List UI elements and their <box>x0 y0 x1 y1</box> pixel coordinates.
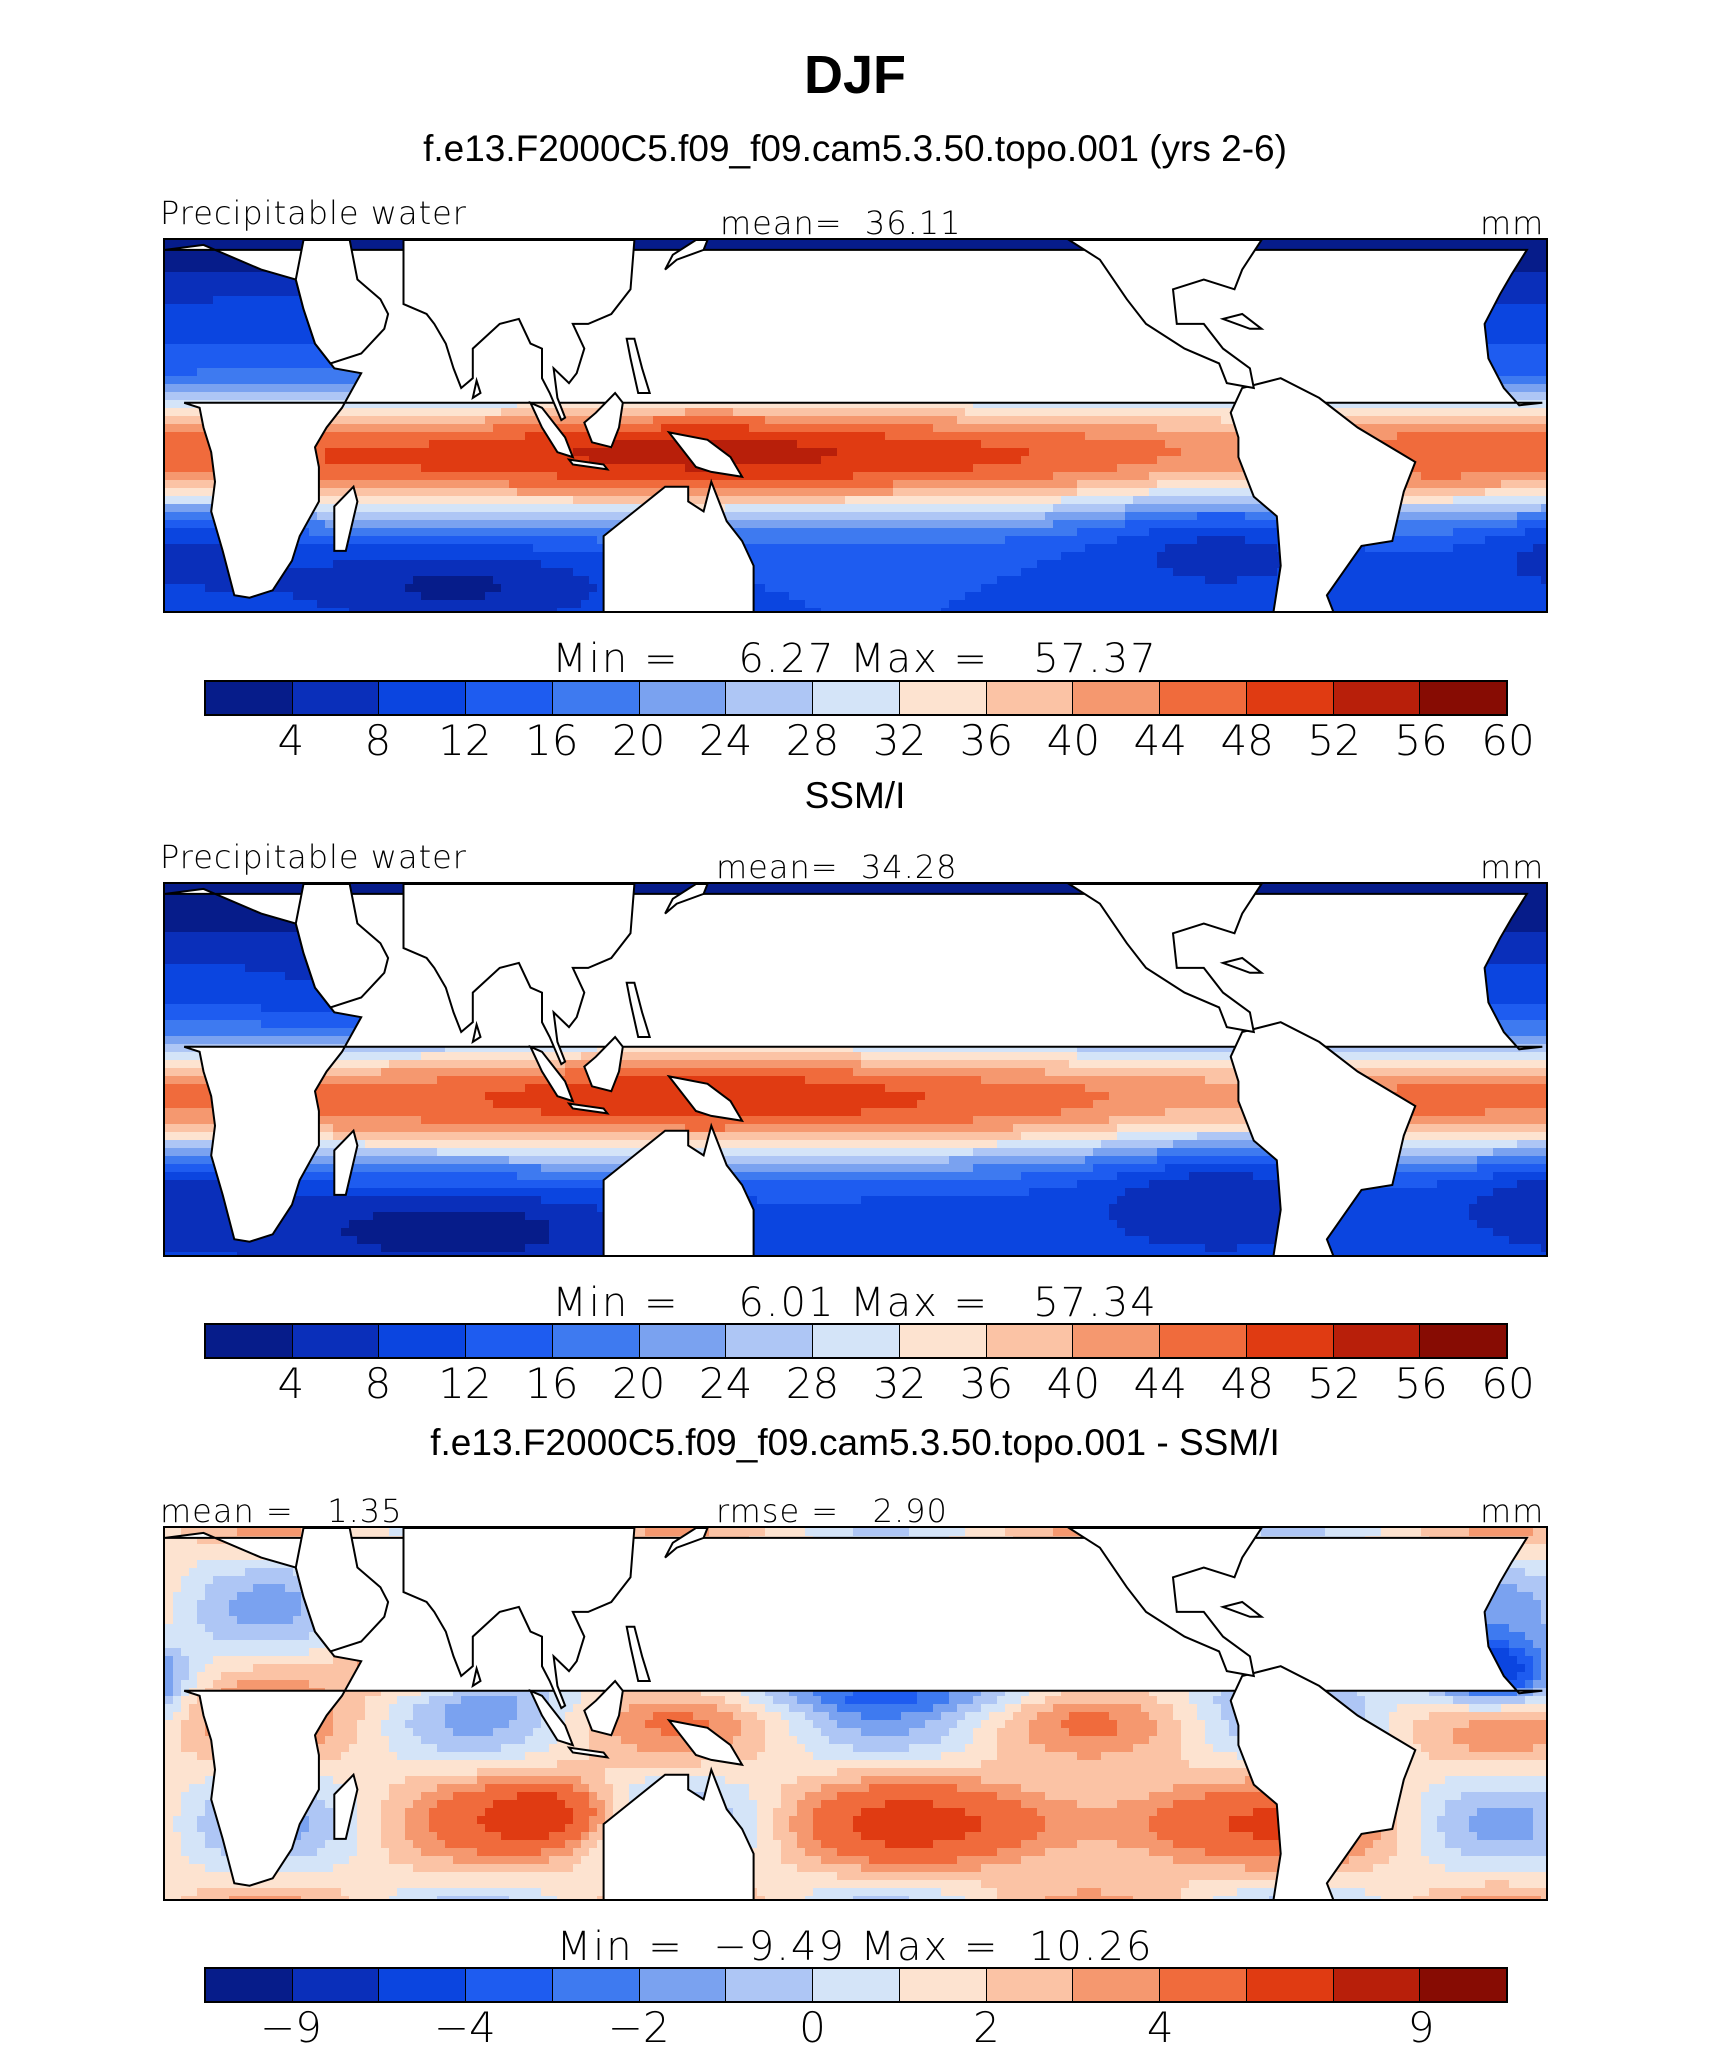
panel-1-units-label: mm <box>1480 204 1544 242</box>
panel-1-minmax: Min = 6.27 Max = 57.37 <box>0 636 1710 682</box>
colorbar-swatch <box>379 1325 466 1357</box>
colorbar-tick-label: 0 <box>753 2003 873 2052</box>
colorbar-swatch <box>1247 682 1334 714</box>
colorbar-swatch <box>206 682 293 714</box>
colorbar-tick-label: −2 <box>579 2003 699 2052</box>
panel-2-mean-label: mean= 34.28 <box>716 848 958 886</box>
colorbar-swatch <box>466 682 553 714</box>
colorbar-swatch <box>1073 1325 1160 1357</box>
colorbar-swatch <box>293 1325 380 1357</box>
colorbar-tick-label: 60 <box>1448 716 1568 765</box>
colorbar-swatch <box>640 1325 727 1357</box>
colorbar-tick-label: −4 <box>405 2003 525 2052</box>
colorbar-swatch <box>1073 682 1160 714</box>
panel-3-mean-label: mean = 1.35 <box>160 1492 403 1530</box>
colorbar-swatch <box>1334 1969 1421 2001</box>
colorbar-swatch <box>640 1969 727 2001</box>
colorbar-swatch <box>206 1969 293 2001</box>
panel-2-units-label: mm <box>1480 848 1544 886</box>
colorbar-swatch <box>1247 1969 1334 2001</box>
panel-1-title: f.e13.F2000C5.f09_f09.cam5.3.50.topo.001… <box>0 128 1710 170</box>
colorbar-swatch <box>293 1969 380 2001</box>
panel-3-minmax: Min = −9.49 Max = 10.26 <box>0 1924 1710 1970</box>
colorbar-swatch <box>813 1325 900 1357</box>
panel-2-colorbar <box>204 1323 1508 1359</box>
colorbar-swatch <box>1160 1325 1247 1357</box>
panel-3-map <box>163 1526 1548 1901</box>
colorbar-tick-label: 4 <box>1100 2003 1220 2052</box>
colorbar-swatch <box>987 682 1074 714</box>
colorbar-swatch <box>1334 1325 1421 1357</box>
panel-2-minmax: Min = 6.01 Max = 57.34 <box>0 1280 1710 1326</box>
panel-2-variable-label: Precipitable water <box>160 838 467 876</box>
colorbar-swatch <box>553 1325 640 1357</box>
colorbar-swatch <box>1160 682 1247 714</box>
colorbar-swatch <box>293 682 380 714</box>
panel-3-colorbar <box>204 1967 1508 2003</box>
colorbar-tick-label: 60 <box>1448 1359 1568 1408</box>
colorbar-swatch <box>466 1969 553 2001</box>
panel-3-rmse-label: rmse = 2.90 <box>716 1492 948 1530</box>
panel-3-title: f.e13.F2000C5.f09_f09.cam5.3.50.topo.001… <box>0 1422 1710 1464</box>
colorbar-swatch <box>1420 682 1506 714</box>
colorbar-swatch <box>1334 682 1421 714</box>
panel-1-variable-label: Precipitable water <box>160 194 467 232</box>
colorbar-swatch <box>726 1325 813 1357</box>
panel-1-map <box>163 238 1548 613</box>
colorbar-swatch <box>1420 1325 1506 1357</box>
colorbar-swatch <box>466 1325 553 1357</box>
colorbar-swatch <box>1420 1969 1506 2001</box>
colorbar-tick-label: −9 <box>231 2003 351 2052</box>
map-canvas <box>165 240 1548 613</box>
colorbar-swatch <box>813 1969 900 2001</box>
colorbar-swatch <box>379 1969 466 2001</box>
figure-title: DJF <box>0 44 1710 106</box>
colorbar-swatch <box>379 682 466 714</box>
panel-1-colorbar <box>204 680 1508 716</box>
colorbar-swatch <box>1160 1969 1247 2001</box>
colorbar-tick-label: 2 <box>926 2003 1046 2052</box>
map-canvas <box>165 884 1548 1257</box>
panel-3-units-label: mm <box>1480 1492 1544 1530</box>
panel-2-map <box>163 882 1548 1257</box>
map-canvas <box>165 1528 1548 1901</box>
colorbar-swatch <box>1247 1325 1334 1357</box>
colorbar-swatch <box>900 1325 987 1357</box>
colorbar-swatch <box>900 1969 987 2001</box>
panel-2-title: SSM/I <box>0 775 1710 817</box>
colorbar-swatch <box>640 682 727 714</box>
colorbar-swatch <box>726 682 813 714</box>
colorbar-tick-label: 9 <box>1361 2003 1481 2052</box>
colorbar-swatch <box>206 1325 293 1357</box>
colorbar-swatch <box>987 1325 1074 1357</box>
colorbar-swatch <box>1073 1969 1160 2001</box>
colorbar-swatch <box>726 1969 813 2001</box>
colorbar-swatch <box>553 1969 640 2001</box>
panel-1-mean-label: mean= 36.11 <box>720 204 962 242</box>
colorbar-swatch <box>987 1969 1074 2001</box>
colorbar-swatch <box>553 682 640 714</box>
colorbar-swatch <box>900 682 987 714</box>
colorbar-swatch <box>813 682 900 714</box>
